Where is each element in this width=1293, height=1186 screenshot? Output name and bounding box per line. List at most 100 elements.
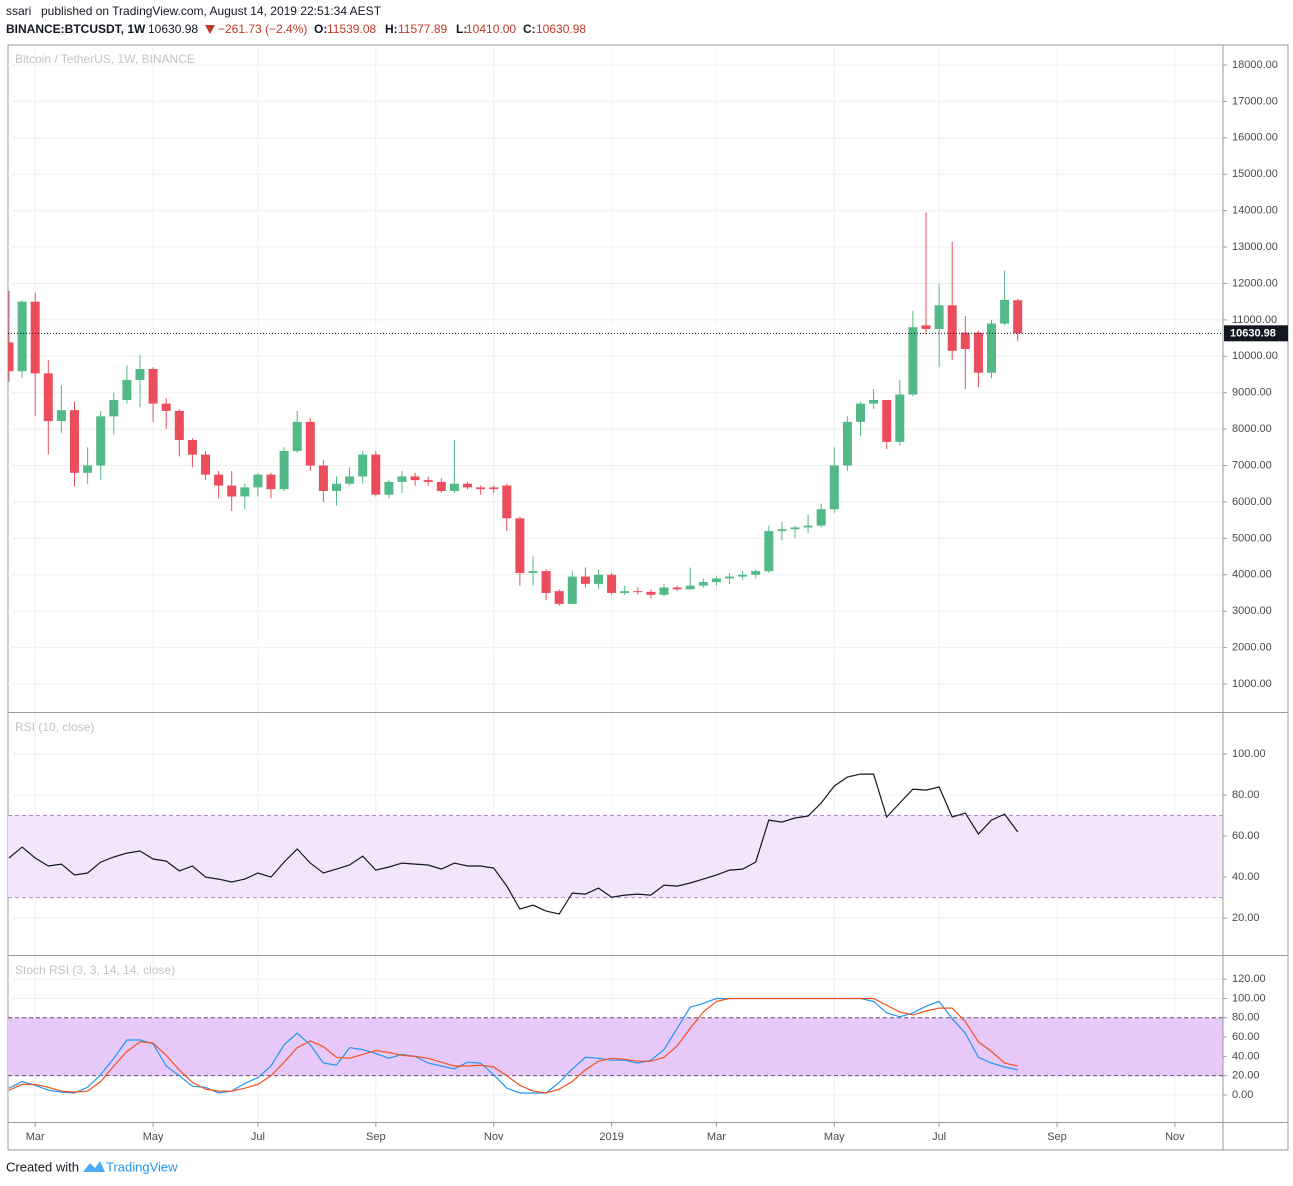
candle-body <box>1000 299 1010 324</box>
candle-body <box>397 476 407 482</box>
ohlc-value: 11539.08 <box>327 22 376 36</box>
candle-body <box>646 591 656 595</box>
x-tick-label: Mar <box>707 1131 726 1143</box>
candle-body <box>528 571 538 573</box>
y-tick-label: 4000.00 <box>1232 569 1272 581</box>
candle-body <box>554 591 564 604</box>
candle-body <box>502 485 512 519</box>
candle-body <box>633 591 643 593</box>
ohlc-value: 11577.89 <box>398 22 447 36</box>
band-fill <box>8 1017 1223 1076</box>
candle-body <box>580 576 590 584</box>
y-tick-label: 5000.00 <box>1232 532 1272 544</box>
candle-body <box>476 487 486 490</box>
candle-body <box>764 531 774 572</box>
candle-body <box>43 373 53 422</box>
y-tick-label: 20.00 <box>1232 1070 1260 1082</box>
candle-body <box>960 332 970 350</box>
candle-body <box>803 525 813 528</box>
rsi-panel <box>8 773 1223 915</box>
author: ssari <box>6 4 31 18</box>
panel-title: Stoch RSI (3, 3, 14, 14, close) <box>15 963 175 977</box>
x-tick-label: Jul <box>251 1131 265 1143</box>
footer-brand: TradingView <box>106 1159 178 1174</box>
candle-body <box>738 574 748 577</box>
candle-body <box>987 323 996 373</box>
y-tick-label: 60.00 <box>1232 830 1260 842</box>
y-tick-label: 120.00 <box>1232 973 1266 985</box>
footer-prefix: Created with <box>6 1159 79 1174</box>
ohlc-key: L: <box>456 22 467 36</box>
candle-body <box>30 301 40 374</box>
candle-body <box>489 487 499 490</box>
candle-body <box>790 527 800 530</box>
candle-body <box>345 476 355 484</box>
y-tick-label: 100.00 <box>1232 748 1266 760</box>
ohlc-key: O: <box>314 22 327 36</box>
x-tick-label: Mar <box>26 1131 45 1143</box>
candle-body <box>869 399 879 404</box>
y-tick-label: 3000.00 <box>1232 605 1272 617</box>
y-tick-label: 17000.00 <box>1232 95 1278 107</box>
x-tick-label: Jul <box>932 1131 946 1143</box>
candle-body <box>463 483 472 488</box>
y-tick-label: 11000.00 <box>1232 314 1277 326</box>
candle-body <box>122 379 132 400</box>
candle-body <box>934 305 944 329</box>
candle-body <box>594 574 603 584</box>
x-tick-label: May <box>143 1131 164 1143</box>
last-price-badge <box>1224 325 1288 342</box>
ohlc-value: 10630.98 <box>536 22 586 36</box>
candle-body <box>83 465 93 473</box>
x-tick-label: Nov <box>484 1131 504 1143</box>
candle-body <box>725 576 734 579</box>
candle-body <box>856 403 865 422</box>
y-tick-label: 8000.00 <box>1232 423 1272 435</box>
y-tick-label: 40.00 <box>1232 871 1260 883</box>
y-tick-label: 1000.00 <box>1232 678 1272 690</box>
symbol: BINANCE:BTCUSDT, 1W <box>6 22 146 36</box>
candle-body <box>436 481 446 492</box>
frame <box>7 44 1289 1151</box>
candle-body <box>279 450 289 490</box>
candle-body <box>56 410 66 422</box>
down-arrow <box>205 25 215 34</box>
ohlc-key: C: <box>523 22 536 36</box>
y-tick-label: 0.00 <box>1232 1089 1253 1101</box>
tradingview-logo <box>83 1161 105 1172</box>
candle-body <box>921 325 931 329</box>
y-tick-label: 40.00 <box>1232 1050 1260 1062</box>
candle-body <box>96 416 106 466</box>
candle-body <box>711 578 721 583</box>
candle-body <box>371 454 381 495</box>
ohlc-value: 10410.00 <box>466 22 516 36</box>
candle-body <box>449 483 459 492</box>
candle-body <box>161 403 171 411</box>
candle-body <box>947 305 957 351</box>
candle-body <box>292 421 302 451</box>
candle-body <box>816 509 826 526</box>
candle-body <box>227 485 237 497</box>
candle-body <box>973 332 983 373</box>
y-tick-label: 100.00 <box>1232 992 1266 1004</box>
candle-body <box>567 576 577 604</box>
candle-body <box>829 465 839 510</box>
y-tick-label: 18000.00 <box>1232 59 1278 71</box>
y-tick-label: 20.00 <box>1232 912 1260 924</box>
y-tick-label: 60.00 <box>1232 1031 1260 1043</box>
candle-body <box>842 421 852 466</box>
series-line <box>8 773 1019 915</box>
last-price-label: 10630.98 <box>1230 328 1276 340</box>
y-tick-label: 10000.00 <box>1232 350 1278 362</box>
panel-title: Bitcoin / TetherUS, 1W, BINANCE <box>15 52 195 66</box>
candle-body <box>620 591 630 593</box>
y-tick-label: 7000.00 <box>1232 459 1272 471</box>
candle-body <box>214 474 224 486</box>
candle-body <box>187 440 197 455</box>
panel-title: RSI (10, close) <box>15 720 94 734</box>
candle-body <box>1013 300 1023 334</box>
candle-body <box>17 301 27 372</box>
published: published on TradingView.com, August 14,… <box>41 4 382 18</box>
candle-body <box>109 399 119 417</box>
